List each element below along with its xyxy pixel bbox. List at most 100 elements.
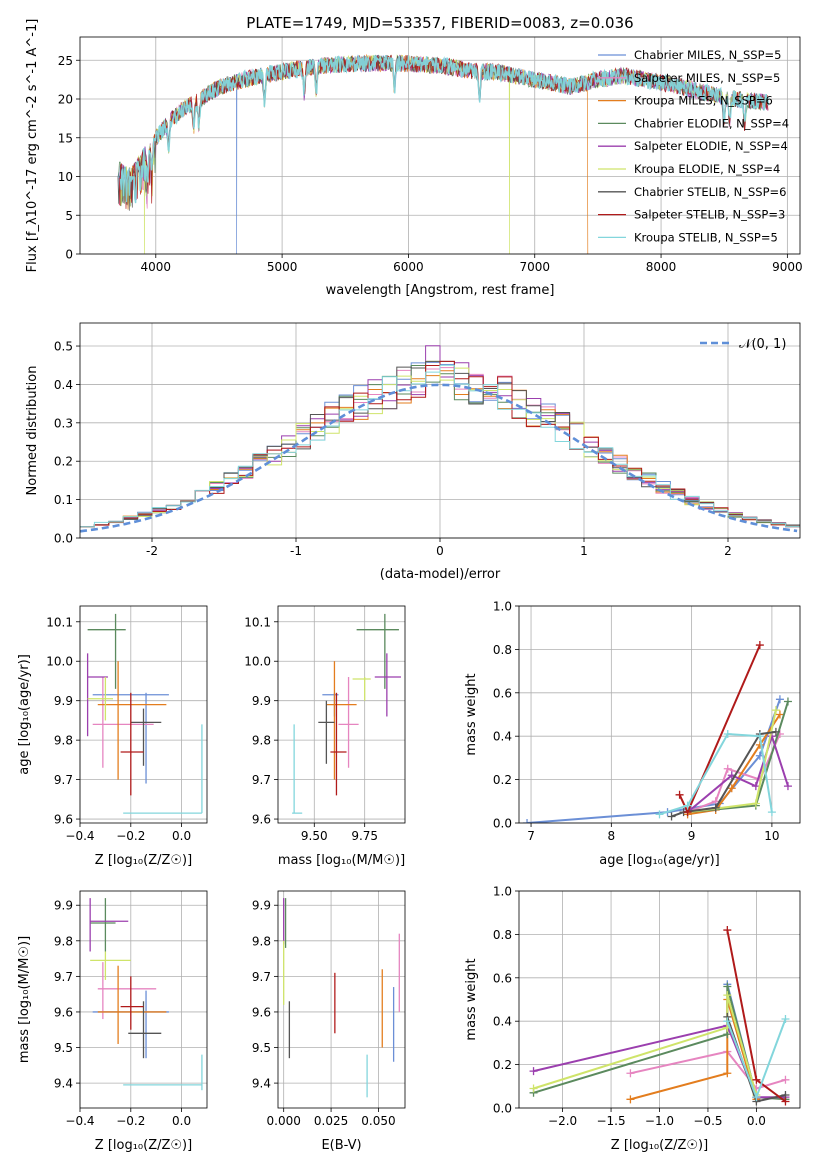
errorbar-salpeter-elodie: [374, 653, 401, 717]
x-tick-label: 0: [436, 544, 444, 558]
y-tick-label: 9.9: [252, 899, 271, 913]
weight-line-kroupa-elodie: [533, 994, 758, 1096]
normal-reference-curve: [80, 383, 798, 533]
weight-marker-chabrier-miles: [775, 695, 784, 704]
y-tick-label: 15: [58, 131, 73, 145]
plot-area: [529, 926, 790, 1106]
weight-marker-salpeter-miles: [781, 1075, 790, 1084]
y-tick-label: 0.1: [54, 493, 73, 507]
weight-marker-kroupa-miles: [626, 1095, 635, 1104]
errorbar-chabrier-elodie: [90, 898, 116, 952]
weight-marker-kroupa-stelib: [781, 1015, 790, 1024]
y-tick-label: 1.0: [493, 885, 512, 899]
weight-marker-salpeter-stelib: [723, 926, 732, 935]
weight-marker-chabrier-elodie: [723, 982, 732, 991]
x-tick-label: −0.4: [65, 1114, 94, 1128]
y-tick-label: 9.4: [54, 1077, 73, 1091]
weight-marker-salpeter-elodie: [767, 732, 776, 741]
weight-marker-salpeter-stelib: [675, 790, 684, 799]
errorbar-salpeter-stelib: [120, 692, 144, 796]
y-tick-label: 9.7: [252, 773, 271, 787]
weight-marker-kroupa-stelib: [752, 1093, 761, 1102]
weight-marker-kroupa-elodie: [723, 991, 732, 1000]
errorbar-chabrier-stelib: [128, 1001, 162, 1059]
weight-marker-kroupa-stelib: [767, 808, 776, 817]
chart-layer: 4000 5000 6000 7000 8000 90000510152025wavele…: [17, 19, 803, 1153]
x-tick-label: 0.050: [361, 1114, 395, 1128]
x-tick-label: −0.5: [693, 1114, 722, 1128]
y-tick-label: 0.6: [493, 686, 512, 700]
x-tick-label: -1: [290, 544, 302, 558]
x-axis-label: (data-model)/error: [380, 567, 501, 582]
y-tick-label: 0.4: [54, 378, 73, 392]
x-tick-label: −0.2: [116, 829, 145, 843]
y-tick-label: 9.7: [54, 970, 73, 984]
y-tick-label: 0.8: [493, 643, 512, 657]
gridlines: [278, 606, 405, 823]
axes-frame: [518, 890, 801, 1109]
panel-mass_vs_ebv: 0.000 0.025 0.050 9.4 9.5 9.6 9.7 9.8 9.9 E(B-V): [252, 890, 406, 1153]
x-tick-label: 0.0: [747, 1114, 766, 1128]
weight-marker-chabrier-stelib: [711, 803, 720, 812]
errorbar-kroupa-elodie: [90, 951, 131, 980]
plot-area: [86, 613, 203, 814]
errorbar-kroupa-miles: [97, 661, 167, 780]
y-tick-label: 10.0: [244, 655, 271, 669]
panel-spectrum: 4000 5000 6000 7000 8000 9000 0 5 10 15 20 25 wavele…: [25, 19, 803, 298]
y-tick-label: 1.0: [493, 600, 512, 614]
x-tick-label: 2: [724, 544, 732, 558]
y-axis-label: Normed distribution: [25, 366, 40, 496]
x-tick-label: −1.5: [596, 1114, 625, 1128]
x-tick-label: −1.0: [645, 1114, 674, 1128]
x-axis-label: wavelength [Angstrom, rest frame]: [326, 283, 555, 298]
weight-marker-salpeter-miles: [723, 764, 732, 773]
errorbar-chabrier-elodie: [87, 613, 126, 689]
legend-label-salpeter-stelib: Salpeter STELIB, N_SSP=3: [634, 208, 785, 222]
weight-marker-salpeter-elodie: [783, 782, 792, 791]
weight-marker-kroupa-stelib: [683, 801, 692, 810]
x-tick-label: 7: [527, 829, 535, 843]
errorbar-salpeter-elodie: [86, 653, 108, 737]
plot-area: [117, 53, 770, 254]
weight-marker-salpeter-elodie: [751, 782, 760, 791]
errorbar-kroupa-elodie: [352, 677, 371, 701]
legend: 𝒩(0, 1): [700, 337, 786, 352]
weight-marker-kroupa-elodie: [771, 706, 780, 715]
plot-area: [283, 898, 400, 1098]
x-tick-label: 8: [608, 829, 616, 843]
y-tick-label: 0.6: [493, 971, 512, 985]
errorbar-chabrier-elodie: [356, 613, 399, 689]
x-tick-label: -2: [146, 544, 158, 558]
weight-marker-salpeter-miles: [626, 1069, 635, 1078]
y-tick-label: 9.8: [252, 734, 271, 748]
y-tick-label: 0.5: [54, 340, 73, 354]
weight-marker-kroupa-miles: [775, 710, 784, 719]
y-tick-label: 0.0: [493, 1102, 512, 1116]
weight-marker-kroupa-stelib: [723, 730, 732, 739]
y-tick-label: 9.6: [54, 1005, 73, 1019]
y-tick-label: 10.0: [46, 655, 73, 669]
axes-frame: [79, 36, 801, 255]
y-tick-label: 9.9: [54, 899, 73, 913]
x-axis-label: Z [log₁₀(Z/Z☉)]: [95, 1138, 192, 1153]
errorbar-salpeter-elodie: [89, 898, 129, 952]
errorbar-kroupa-stelib: [123, 1054, 203, 1091]
y-tick-label: 9.8: [54, 734, 73, 748]
weight-marker-salpeter-stelib: [755, 641, 764, 650]
legend-label-kroupa-miles: Kroupa MILES, N_SSP=6: [634, 94, 773, 108]
errorbar-kroupa-stelib: [292, 724, 303, 814]
y-axis-label: Flux [f_λ10^-17 erg cm^-2 s^-1 A^-1]: [25, 19, 40, 273]
y-tick-label: 9.9: [252, 694, 271, 708]
x-tick-label: 0.000: [267, 1114, 301, 1128]
errorbar-salpeter-miles: [97, 962, 157, 1020]
x-tick-label: 8000: [646, 260, 677, 274]
legend-label-chabrier-elodie: Chabrier ELODIE, N_SSP=4: [634, 116, 789, 130]
x-tick-label: 1: [580, 544, 588, 558]
axes-frame: [79, 605, 208, 824]
y-tick-label: 0.3: [54, 416, 73, 430]
axes-frame: [518, 605, 801, 824]
axes-frame: [277, 890, 406, 1109]
x-tick-label: 4000: [141, 260, 172, 274]
x-axis-label: Z [log₁₀(Z/Z☉)]: [611, 1138, 708, 1153]
